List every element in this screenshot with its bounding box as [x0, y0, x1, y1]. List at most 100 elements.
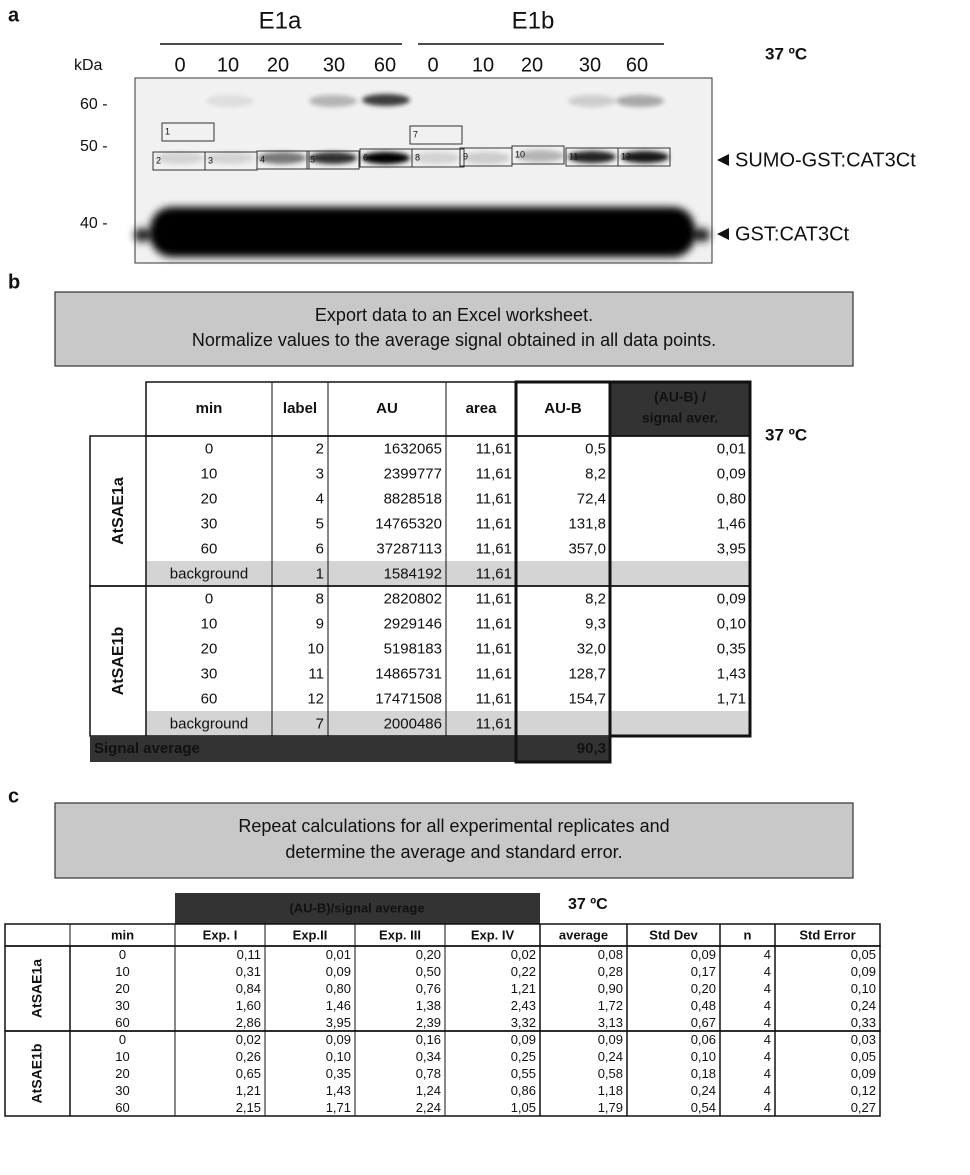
footer-label: Signal average — [94, 740, 200, 757]
panel-letter: b — [8, 271, 20, 293]
cell: 1,46 — [717, 515, 746, 532]
lane-label: 20 — [521, 54, 543, 76]
cell: 11,61 — [476, 665, 512, 682]
cell: 14765320 — [375, 515, 442, 532]
panel-letter: c — [8, 785, 19, 807]
cell: 0,20 — [691, 981, 716, 996]
cell: 2 — [316, 440, 324, 457]
cell: 0,24 — [598, 1049, 623, 1064]
cell: 4 — [764, 1015, 771, 1030]
group-name: AtSAE1a — [110, 477, 127, 545]
cell: 0,22 — [511, 964, 536, 979]
group-name: AtSAE1b — [110, 627, 127, 696]
cell: 0,28 — [598, 964, 623, 979]
box-label: 12 — [621, 151, 631, 161]
footer-value: 90,3 — [577, 740, 606, 757]
cell: 0,17 — [691, 964, 716, 979]
cell: 0,65 — [236, 1066, 261, 1081]
cell: 0,09 — [717, 590, 746, 607]
cell: 128,7 — [568, 665, 606, 682]
box-label: 1 — [165, 126, 170, 136]
cell: 0,06 — [691, 1032, 716, 1047]
cell: 1,21 — [236, 1083, 261, 1098]
marker-label: 50 - — [80, 138, 108, 155]
cell: 0,84 — [236, 981, 261, 996]
box-label: 10 — [515, 149, 525, 159]
cell: 0,24 — [851, 998, 876, 1013]
cell: 0 — [205, 590, 213, 607]
cell: 4 — [764, 1032, 771, 1047]
cell: 0,09 — [717, 465, 746, 482]
figure: aE1aE1b01020306001020306037 ºCkDa60 -50 … — [0, 0, 970, 1175]
cell: 4 — [316, 490, 324, 507]
cell: 32,0 — [577, 640, 606, 657]
column-header: Exp.II — [293, 927, 328, 942]
cell: 2,24 — [416, 1100, 441, 1115]
lane-label: 30 — [579, 54, 601, 76]
band-label: SUMO-GST:CAT3Ct — [735, 149, 916, 171]
cell: 2,15 — [236, 1100, 261, 1115]
cell: 11,61 — [476, 440, 512, 457]
cell: 11,61 — [476, 490, 512, 507]
box-label: 9 — [463, 151, 468, 161]
cell: 0,26 — [236, 1049, 261, 1064]
cell: 11,61 — [476, 715, 512, 732]
marker-label: 40 - — [80, 215, 108, 232]
cell: 1,43 — [717, 665, 746, 682]
cell: 4 — [764, 1066, 771, 1081]
column-header: label — [283, 400, 317, 417]
column-header: average — [559, 927, 608, 942]
cell: 0,08 — [598, 947, 623, 962]
cell: 0,35 — [326, 1066, 351, 1081]
cell: 0,10 — [851, 981, 876, 996]
cell: 2000486 — [384, 715, 442, 732]
cell: 5 — [316, 515, 324, 532]
cell: 7 — [316, 715, 324, 732]
cell: 11,61 — [476, 615, 512, 632]
cell: 30 — [201, 665, 218, 682]
cell: 1 — [316, 565, 324, 582]
group-label: E1a — [259, 7, 302, 34]
cell: 0,01 — [717, 440, 746, 457]
cell: 60 — [201, 540, 218, 557]
cell: 0,09 — [851, 964, 876, 979]
band — [462, 152, 510, 164]
cell: 0,80 — [717, 490, 746, 507]
cell: 72,4 — [577, 490, 606, 507]
column-header: Std Dev — [649, 927, 698, 942]
cell: 30 — [115, 1083, 129, 1098]
cell: 2,86 — [236, 1015, 261, 1030]
cell: 0,50 — [416, 964, 441, 979]
column-header: AU-B — [544, 400, 582, 417]
cell: 3,13 — [598, 1015, 623, 1030]
arrow — [717, 228, 729, 240]
column-header: Exp. I — [203, 927, 238, 942]
cell: 0,03 — [851, 1032, 876, 1047]
cell: 0,31 — [236, 964, 261, 979]
cell: 0,20 — [416, 947, 441, 962]
cell: 11 — [308, 665, 324, 682]
cell: 1,18 — [598, 1083, 623, 1098]
cell: 2,43 — [511, 998, 536, 1013]
band — [362, 152, 410, 164]
cell: 8,2 — [585, 465, 606, 482]
cell: 0,76 — [416, 981, 441, 996]
cell: 0,10 — [326, 1049, 351, 1064]
lane-label: 0 — [174, 54, 185, 76]
cell: 0,09 — [598, 1032, 623, 1047]
cell: 0,01 — [326, 947, 351, 962]
box-label: 8 — [415, 152, 420, 162]
cell: 1,43 — [326, 1083, 351, 1098]
box-label: 6 — [363, 152, 368, 162]
cell: 30 — [115, 998, 129, 1013]
cell: 1584192 — [384, 565, 442, 582]
cell: 0,09 — [511, 1032, 536, 1047]
cell: 2399777 — [384, 465, 442, 482]
cell: 3 — [316, 465, 324, 482]
cell: 0,10 — [691, 1049, 716, 1064]
temperature: 37 ºC — [765, 44, 807, 63]
cell: 11,61 — [476, 465, 512, 482]
box-label: 5 — [310, 154, 315, 164]
box-label: 4 — [260, 154, 265, 164]
lane-label: 10 — [472, 54, 494, 76]
